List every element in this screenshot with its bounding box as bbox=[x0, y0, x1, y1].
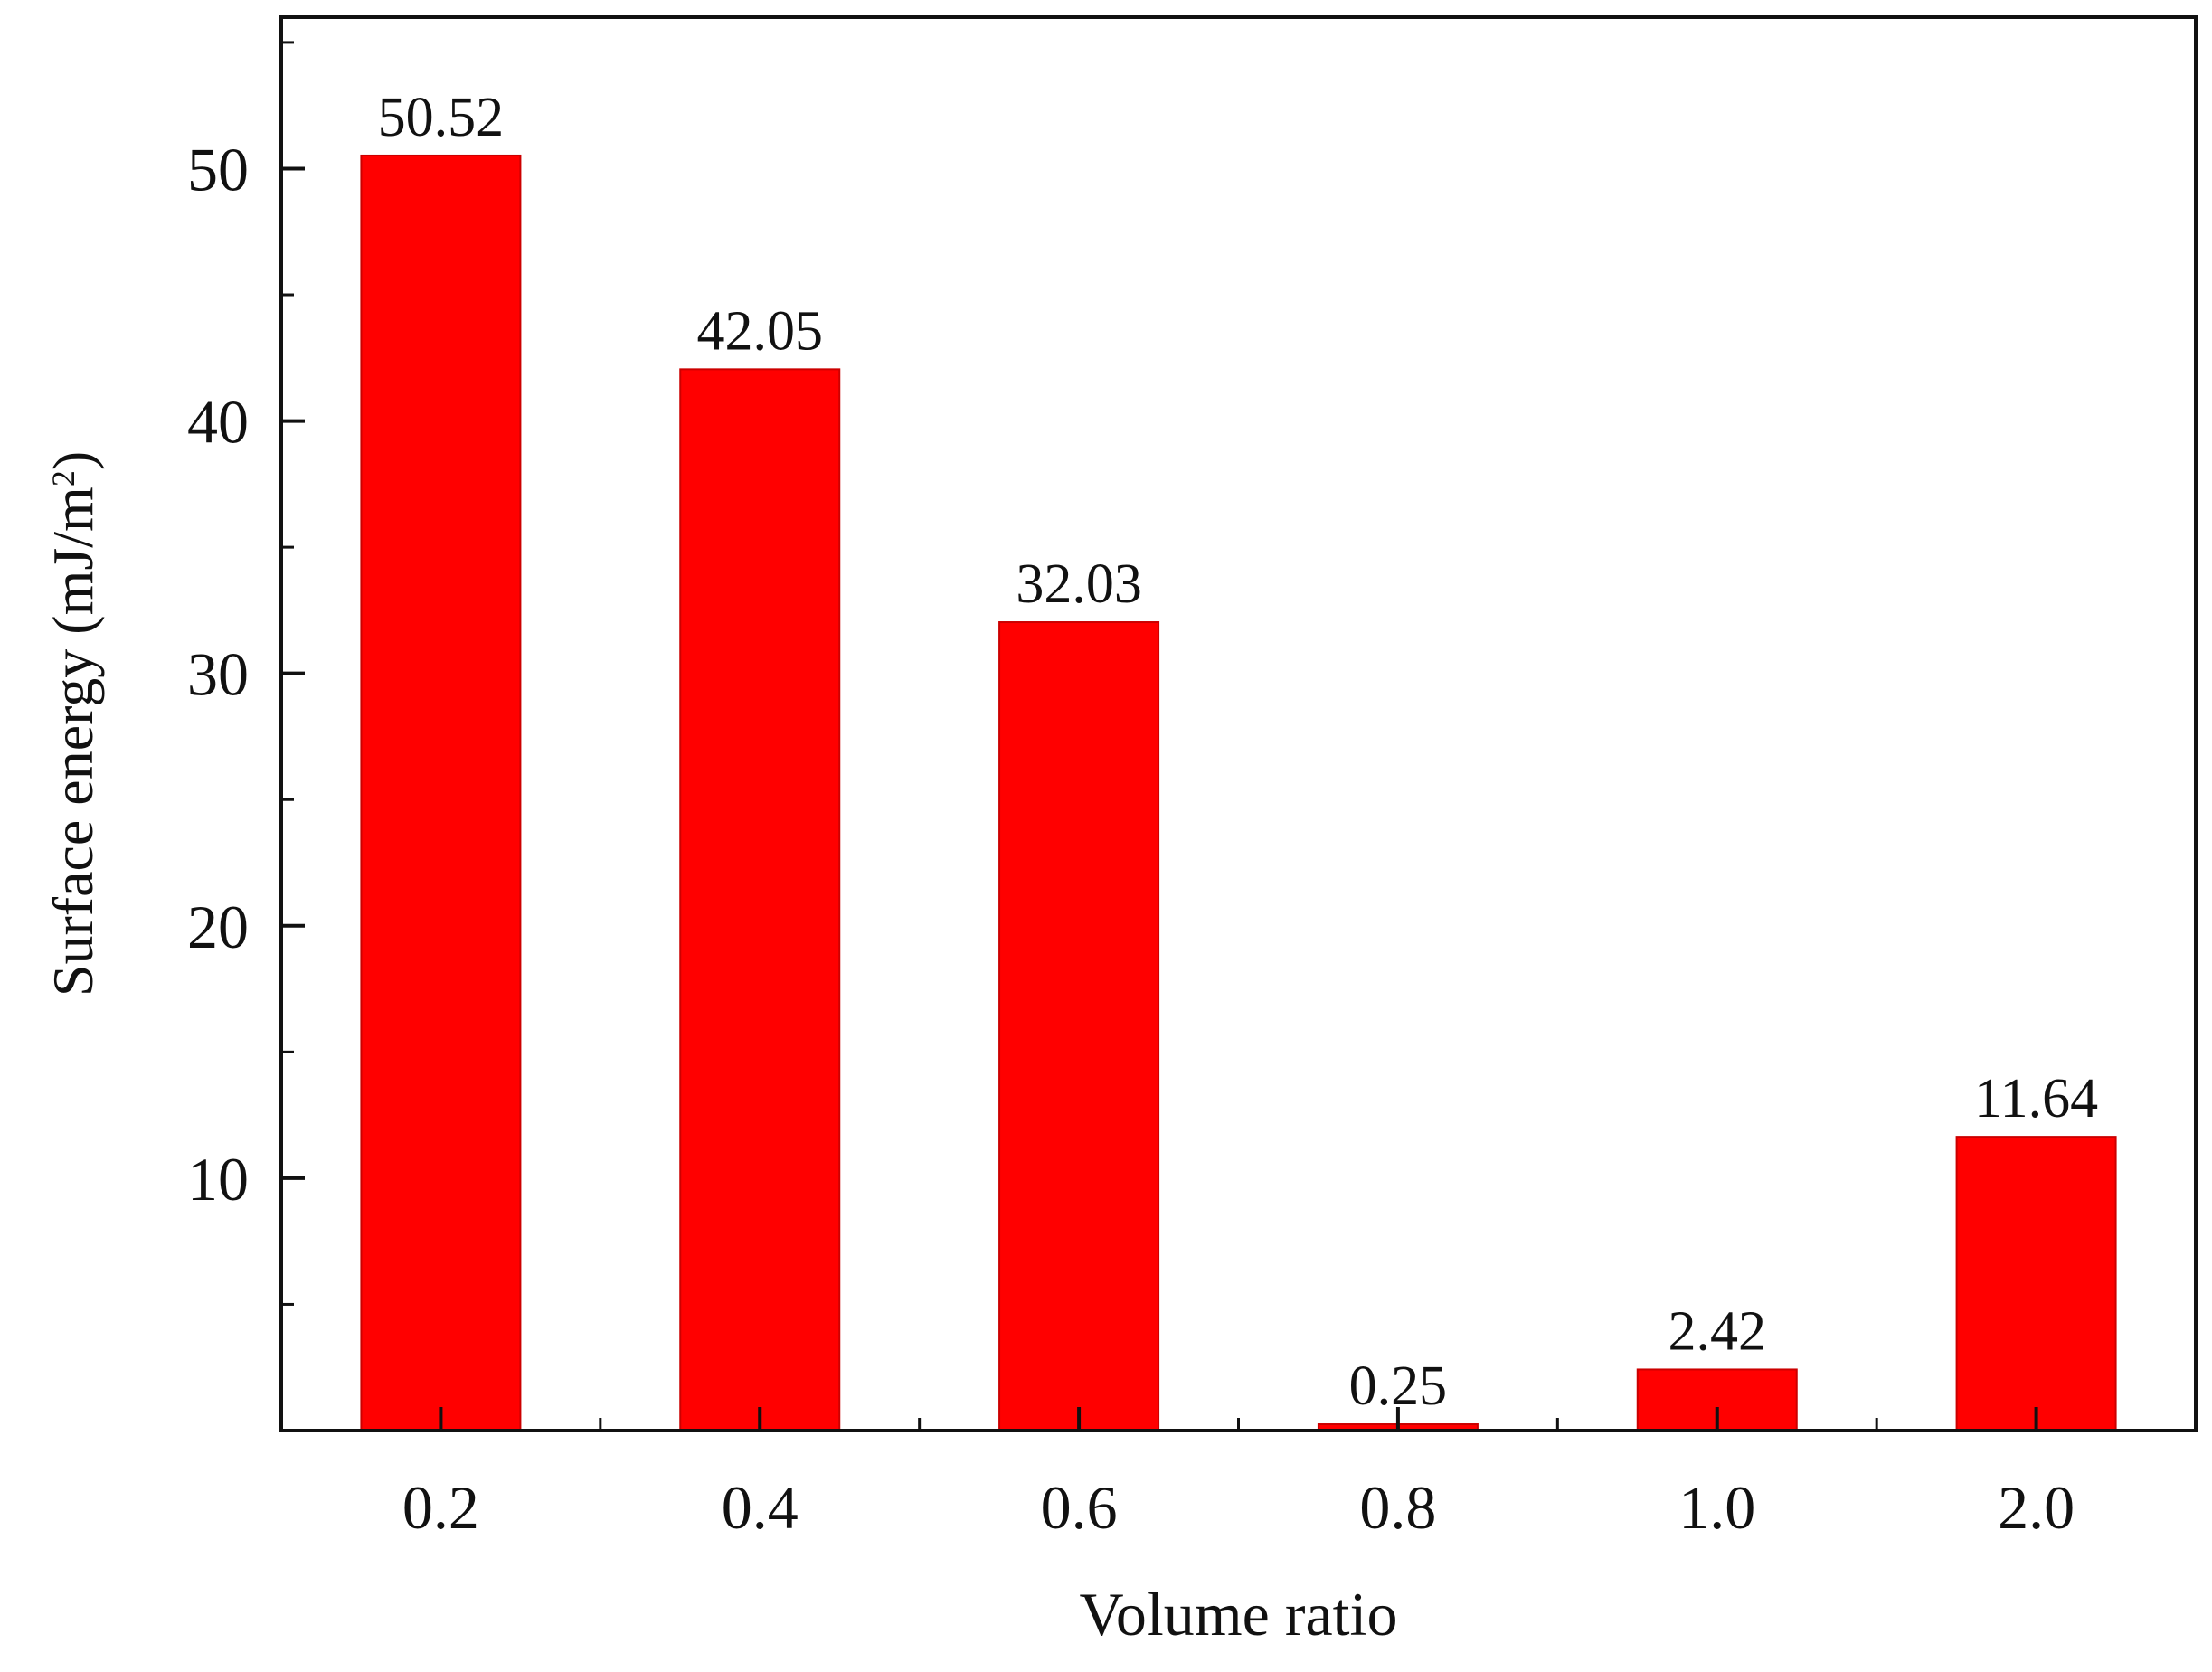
x-tick-label-2.0: 2.0 bbox=[1998, 1473, 2075, 1542]
y-tick-label-10: 10 bbox=[187, 1145, 249, 1214]
y-tick-label-20: 20 bbox=[187, 893, 249, 961]
data-label-0.8: 0.25 bbox=[1349, 1356, 1448, 1417]
x-tick-label-1.0: 1.0 bbox=[1678, 1473, 1755, 1542]
x-tick-label-0.8: 0.8 bbox=[1359, 1473, 1436, 1542]
x-tick-label-0.2: 0.2 bbox=[402, 1473, 479, 1542]
bars-group: 50.52 42.05 32.03 0.25 2.42 11.64 bbox=[360, 87, 2117, 1432]
y-axis-label: Surface energy (mJ/m2) bbox=[41, 451, 105, 997]
bar-0.6 bbox=[998, 621, 1160, 1431]
y-tick-label-30: 30 bbox=[187, 640, 249, 709]
y-tick-label-40: 40 bbox=[187, 388, 249, 457]
y-axis-label-superscript: 2 bbox=[45, 470, 81, 486]
axes-group: 10 20 30 40 50 0.2 0.4 0.6 0.8 1.0 2.0 bbox=[187, 15, 2198, 1542]
x-tick-label-0.6: 0.6 bbox=[1041, 1473, 1118, 1542]
data-label-1.0: 2.42 bbox=[1668, 1300, 1767, 1362]
y-axis-label-close: ) bbox=[41, 451, 105, 470]
plot-frame bbox=[279, 15, 2198, 1432]
bar-0.2 bbox=[360, 154, 522, 1432]
bar-0.4 bbox=[679, 368, 841, 1431]
x-tick-label-0.4: 0.4 bbox=[722, 1473, 799, 1542]
x-axis-label: Volume ratio bbox=[1080, 1580, 1398, 1648]
labels-group: Volume ratio Surface energy (mJ/m2) bbox=[41, 451, 1397, 1648]
bar-2.0 bbox=[1955, 1136, 2117, 1431]
y-axis-label-main: Surface energy (mJ/m bbox=[41, 486, 105, 997]
data-label-2.0: 11.64 bbox=[1974, 1068, 2098, 1129]
data-label-0.2: 50.52 bbox=[378, 87, 505, 148]
data-label-0.6: 32.03 bbox=[1016, 553, 1142, 615]
y-tick-label-50: 50 bbox=[187, 135, 249, 203]
data-label-0.4: 42.05 bbox=[697, 300, 824, 362]
